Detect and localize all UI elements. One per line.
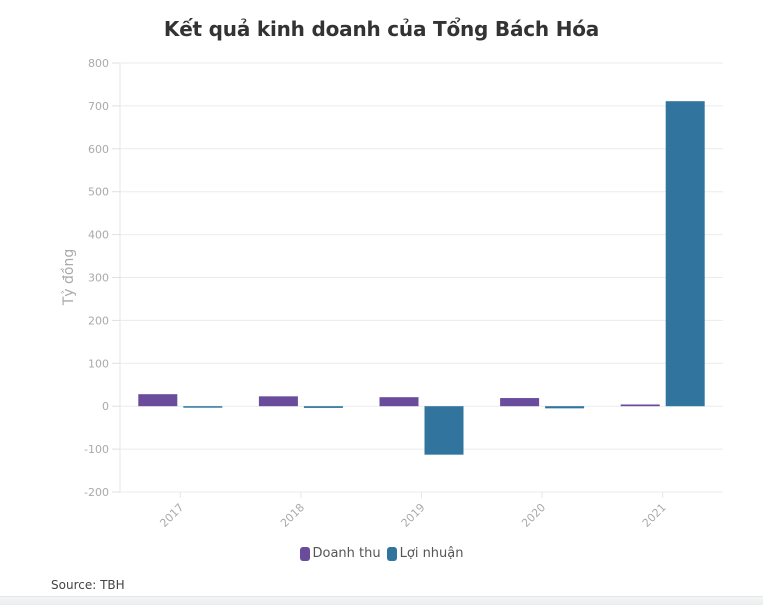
y-tick-label: 200 xyxy=(88,314,109,327)
y-tick-label: 700 xyxy=(88,100,109,113)
y-axis-ticks: -200 -100 0 100 200 300 400 500 600 700 800 xyxy=(84,57,120,499)
bar-doanh-thu-2018[interactable] xyxy=(258,396,298,407)
x-tick-label: 2020 xyxy=(519,501,548,530)
x-tick-label: 2019 xyxy=(399,501,428,530)
gridlines xyxy=(119,62,723,493)
source-note: Source: TBH xyxy=(51,578,125,592)
bar-doanh-thu-2021[interactable] xyxy=(620,404,660,407)
y-tick-label: 400 xyxy=(88,229,109,242)
x-tick-label: 2021 xyxy=(640,501,669,530)
legend: Doanh thu Lợi nhuận xyxy=(0,546,763,561)
bar-lợi-nhuận-2017[interactable] xyxy=(183,406,223,408)
bar-lợi-nhuận-2020[interactable] xyxy=(545,406,585,409)
y-axis-title: Tỷ đồng xyxy=(60,249,77,307)
bar-lợi-nhuận-2019[interactable] xyxy=(424,406,464,455)
x-axis-ticks: 2017 2018 2019 2020 2021 xyxy=(157,492,669,530)
x-tick-label: 2017 xyxy=(157,501,186,530)
legend-item-loi-nhuan[interactable]: Lợi nhuận xyxy=(386,546,464,561)
bars xyxy=(138,101,705,455)
legend-label-doanh-thu: Doanh thu xyxy=(312,546,381,561)
legend-item-doanh-thu[interactable]: Doanh thu xyxy=(299,546,381,561)
y-tick-label: 300 xyxy=(88,272,109,285)
y-tick-label: 0 xyxy=(102,400,109,413)
y-tick-label: 600 xyxy=(88,143,109,156)
y-tick-label: 800 xyxy=(88,57,109,70)
chart-title: Kết quả kinh doanh của Tổng Bách Hóa xyxy=(163,17,600,41)
y-tick-label: -100 xyxy=(84,443,109,456)
y-tick-label: -200 xyxy=(84,486,109,499)
y-tick-label: 500 xyxy=(88,186,109,199)
x-tick-label: 2018 xyxy=(278,501,307,530)
y-tick-label: 100 xyxy=(88,357,109,370)
legend-swatch-doanh-thu xyxy=(299,546,310,561)
legend-label-loi-nhuan: Lợi nhuận xyxy=(399,546,464,561)
bar-lợi-nhuận-2018[interactable] xyxy=(303,406,343,408)
bar-doanh-thu-2019[interactable] xyxy=(379,397,419,407)
bar-doanh-thu-2020[interactable] xyxy=(500,398,540,407)
bottom-bar xyxy=(0,596,763,605)
bar-lợi-nhuận-2021[interactable] xyxy=(665,101,705,407)
legend-swatch-loi-nhuan xyxy=(386,546,397,561)
bar-doanh-thu-2017[interactable] xyxy=(138,394,178,407)
